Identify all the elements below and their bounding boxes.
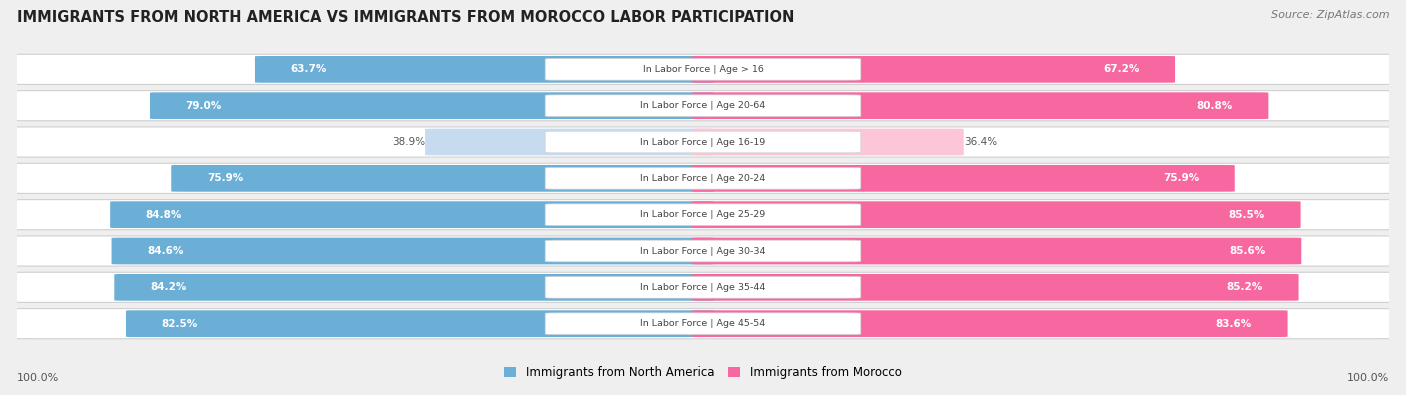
FancyBboxPatch shape — [7, 272, 1399, 303]
Text: In Labor Force | Age 45-54: In Labor Force | Age 45-54 — [640, 319, 766, 328]
Text: 84.8%: 84.8% — [146, 210, 183, 220]
FancyBboxPatch shape — [425, 129, 714, 155]
Text: 100.0%: 100.0% — [1347, 373, 1389, 383]
FancyBboxPatch shape — [7, 127, 1399, 157]
Text: In Labor Force | Age 25-29: In Labor Force | Age 25-29 — [640, 210, 766, 219]
FancyBboxPatch shape — [254, 56, 714, 83]
FancyBboxPatch shape — [7, 54, 1399, 85]
Text: 75.9%: 75.9% — [207, 173, 243, 183]
FancyBboxPatch shape — [111, 238, 714, 264]
FancyBboxPatch shape — [546, 95, 860, 117]
FancyBboxPatch shape — [114, 274, 714, 301]
Text: In Labor Force | Age 20-24: In Labor Force | Age 20-24 — [640, 174, 766, 183]
Text: 85.5%: 85.5% — [1229, 210, 1265, 220]
FancyBboxPatch shape — [692, 201, 1301, 228]
FancyBboxPatch shape — [546, 240, 860, 262]
Text: 84.2%: 84.2% — [150, 282, 187, 292]
FancyBboxPatch shape — [546, 131, 860, 153]
FancyBboxPatch shape — [692, 165, 1234, 192]
Text: 85.2%: 85.2% — [1226, 282, 1263, 292]
FancyBboxPatch shape — [172, 165, 714, 192]
FancyBboxPatch shape — [7, 308, 1399, 339]
Text: 79.0%: 79.0% — [186, 101, 222, 111]
FancyBboxPatch shape — [692, 274, 1299, 301]
Text: 75.9%: 75.9% — [1163, 173, 1199, 183]
Text: In Labor Force | Age 16-19: In Labor Force | Age 16-19 — [640, 137, 766, 147]
FancyBboxPatch shape — [546, 313, 860, 335]
Text: 80.8%: 80.8% — [1197, 101, 1233, 111]
Text: Source: ZipAtlas.com: Source: ZipAtlas.com — [1271, 10, 1389, 20]
FancyBboxPatch shape — [7, 163, 1399, 194]
FancyBboxPatch shape — [692, 129, 963, 155]
Text: 85.6%: 85.6% — [1229, 246, 1265, 256]
Text: 63.7%: 63.7% — [291, 64, 328, 74]
FancyBboxPatch shape — [7, 236, 1399, 266]
Text: In Labor Force | Age 35-44: In Labor Force | Age 35-44 — [640, 283, 766, 292]
Legend: Immigrants from North America, Immigrants from Morocco: Immigrants from North America, Immigrant… — [505, 366, 901, 379]
FancyBboxPatch shape — [692, 56, 1175, 83]
Text: 38.9%: 38.9% — [392, 137, 425, 147]
FancyBboxPatch shape — [546, 58, 860, 80]
FancyBboxPatch shape — [692, 238, 1302, 264]
FancyBboxPatch shape — [692, 92, 1268, 119]
Text: 84.6%: 84.6% — [148, 246, 184, 256]
Text: 100.0%: 100.0% — [17, 373, 59, 383]
FancyBboxPatch shape — [546, 276, 860, 298]
FancyBboxPatch shape — [150, 92, 714, 119]
Text: IMMIGRANTS FROM NORTH AMERICA VS IMMIGRANTS FROM MOROCCO LABOR PARTICIPATION: IMMIGRANTS FROM NORTH AMERICA VS IMMIGRA… — [17, 10, 794, 25]
Text: In Labor Force | Age 20-64: In Labor Force | Age 20-64 — [640, 101, 766, 110]
Text: 67.2%: 67.2% — [1102, 64, 1139, 74]
FancyBboxPatch shape — [546, 167, 860, 189]
Text: 82.5%: 82.5% — [162, 319, 198, 329]
FancyBboxPatch shape — [7, 90, 1399, 121]
FancyBboxPatch shape — [110, 201, 714, 228]
FancyBboxPatch shape — [7, 199, 1399, 230]
FancyBboxPatch shape — [692, 310, 1288, 337]
Text: In Labor Force | Age > 16: In Labor Force | Age > 16 — [643, 65, 763, 74]
FancyBboxPatch shape — [546, 204, 860, 226]
Text: 83.6%: 83.6% — [1216, 319, 1251, 329]
FancyBboxPatch shape — [127, 310, 714, 337]
Text: 36.4%: 36.4% — [963, 137, 997, 147]
Text: In Labor Force | Age 30-34: In Labor Force | Age 30-34 — [640, 246, 766, 256]
